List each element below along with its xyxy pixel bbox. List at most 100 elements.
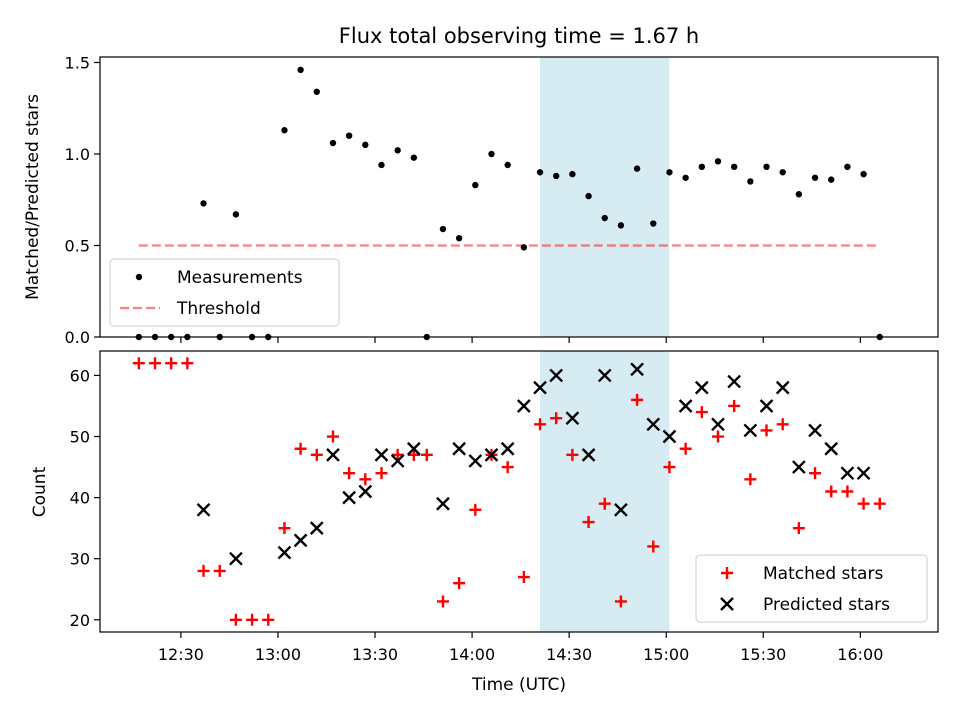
top-series-0-point xyxy=(601,214,608,222)
bottom-series-0-point xyxy=(375,467,388,480)
top-y-tick-label: 1.0 xyxy=(65,145,90,164)
bottom-series-1-point xyxy=(614,502,628,517)
bottom-series-0-point xyxy=(550,412,563,425)
top-y-axis-label: Matched/Predicted stars xyxy=(23,94,43,300)
top-series-0-point xyxy=(747,178,754,185)
bottom-series-0-point xyxy=(391,448,404,461)
bottom-series-0-point xyxy=(857,497,870,510)
legend-label-threshold: Threshold xyxy=(176,299,261,319)
bottom-series-0-point xyxy=(598,497,611,510)
bottom-y-tick-label: 20 xyxy=(70,611,90,630)
bottom-series-1-point xyxy=(517,399,531,413)
top-series-0-point xyxy=(329,139,337,147)
top-series-0-point xyxy=(313,88,320,95)
bottom-series-0-point xyxy=(744,473,757,486)
legend-label-predicted: Predicted stars xyxy=(763,595,890,615)
top-series-0-point xyxy=(200,200,207,207)
top-series-0-point xyxy=(828,176,835,183)
bottom-series-0-point xyxy=(566,448,579,461)
bottom-series-1-point xyxy=(342,490,356,505)
bottom-series-0-point xyxy=(294,442,307,455)
bottom-series-1-point xyxy=(390,454,405,468)
bottom-series-1-point xyxy=(824,441,839,456)
bottom-y-tick-label: 40 xyxy=(70,489,90,508)
bottom-series-1-point xyxy=(533,380,547,395)
x-axis-label: Time (UTC) xyxy=(471,675,566,695)
bottom-series-1-point xyxy=(694,380,709,395)
bottom-series-0-point xyxy=(534,418,547,431)
top-series-0-point xyxy=(439,225,447,233)
bottom-series-0-point xyxy=(181,357,194,370)
bottom-series-1-point xyxy=(597,368,612,383)
bottom-series-1-point xyxy=(500,441,515,456)
bottom-series-0-point xyxy=(326,430,339,443)
top-series-0-point xyxy=(553,172,560,180)
bottom-series-0-point xyxy=(614,595,627,608)
top-series-0-point xyxy=(698,163,706,171)
bottom-series-1-point xyxy=(196,502,211,517)
top-shaded-region xyxy=(540,57,670,337)
bottom-series-0-point xyxy=(792,522,805,535)
top-series-0-point xyxy=(860,170,867,178)
bottom-series-0-point xyxy=(776,418,789,431)
bottom-series-1-point xyxy=(549,368,564,383)
bottom-y-tick-label: 50 xyxy=(70,428,90,447)
legend-marker-matched xyxy=(721,567,733,579)
bottom-series-0-point xyxy=(841,485,854,498)
bottom-series-0-point xyxy=(197,564,210,577)
top-series-0-point xyxy=(666,169,673,176)
bottom-series-0-point xyxy=(695,406,708,419)
bottom-series-0-point xyxy=(679,442,692,455)
bottom-series-0-point xyxy=(359,473,372,486)
x-tick-label: 15:30 xyxy=(740,645,786,664)
bottom-series-1-point xyxy=(840,466,855,481)
bottom-series-0-point xyxy=(582,516,595,529)
bottom-series-1-point xyxy=(277,545,292,560)
bottom-series-1-point xyxy=(775,380,790,395)
bottom-shaded-region xyxy=(540,351,670,632)
bottom-series-0-point xyxy=(517,571,530,584)
bottom-series-0-point xyxy=(149,357,162,370)
top-series-0-point xyxy=(536,169,544,176)
bottom-series-0-point xyxy=(165,357,178,370)
bottom-series-0-point xyxy=(246,613,259,626)
legend-marker-measurements xyxy=(135,273,143,281)
bottom-series-0-point xyxy=(825,485,838,498)
bottom-series-1-point xyxy=(374,447,389,462)
x-tick-label: 15:00 xyxy=(643,645,689,664)
top-series-0-point xyxy=(504,161,511,169)
top-series-0-point xyxy=(714,158,722,165)
bottom-series-1-point xyxy=(727,374,742,389)
top-series-0-point xyxy=(650,220,657,227)
bottom-series-0-point xyxy=(647,540,660,553)
chart-title: Flux total observing time = 1.67 h xyxy=(339,24,699,48)
bottom-series-0-point xyxy=(760,424,773,437)
top-series-0-point xyxy=(394,147,401,154)
bottom-series-1-point xyxy=(856,466,871,481)
legend-label-measurements: Measurements xyxy=(177,268,303,288)
bottom-series-0-point xyxy=(436,595,449,608)
bottom-series-1-point xyxy=(358,484,373,499)
legend-label-matched: Matched stars xyxy=(763,564,883,584)
bottom-series-1-point xyxy=(759,399,774,413)
top-panel: 0.0 0.5 1.0 1.5 Measurements Threshold xyxy=(65,53,939,347)
legend-box xyxy=(109,258,340,327)
x-tick-label: 14:30 xyxy=(546,645,592,664)
top-y-tick-label: 0.0 xyxy=(65,328,90,347)
top-series-0-point xyxy=(410,154,418,161)
bottom-y-axis-label: Count xyxy=(30,466,50,517)
bottom-series-1-point xyxy=(630,362,644,377)
bottom-series-0-point xyxy=(469,503,482,516)
bottom-series-0-point xyxy=(711,430,724,443)
top-series-0-point xyxy=(795,191,803,198)
bottom-series-1-point xyxy=(436,496,450,511)
bottom-series-1-point xyxy=(808,423,822,438)
bottom-series-0-point xyxy=(631,393,644,406)
bottom-series-1-point xyxy=(646,417,661,432)
top-series-0-point xyxy=(520,244,528,251)
bottom-series-1-point xyxy=(452,441,466,456)
top-series-0-point xyxy=(345,132,353,139)
top-series-0-point xyxy=(730,163,738,171)
legend-box xyxy=(695,554,928,623)
